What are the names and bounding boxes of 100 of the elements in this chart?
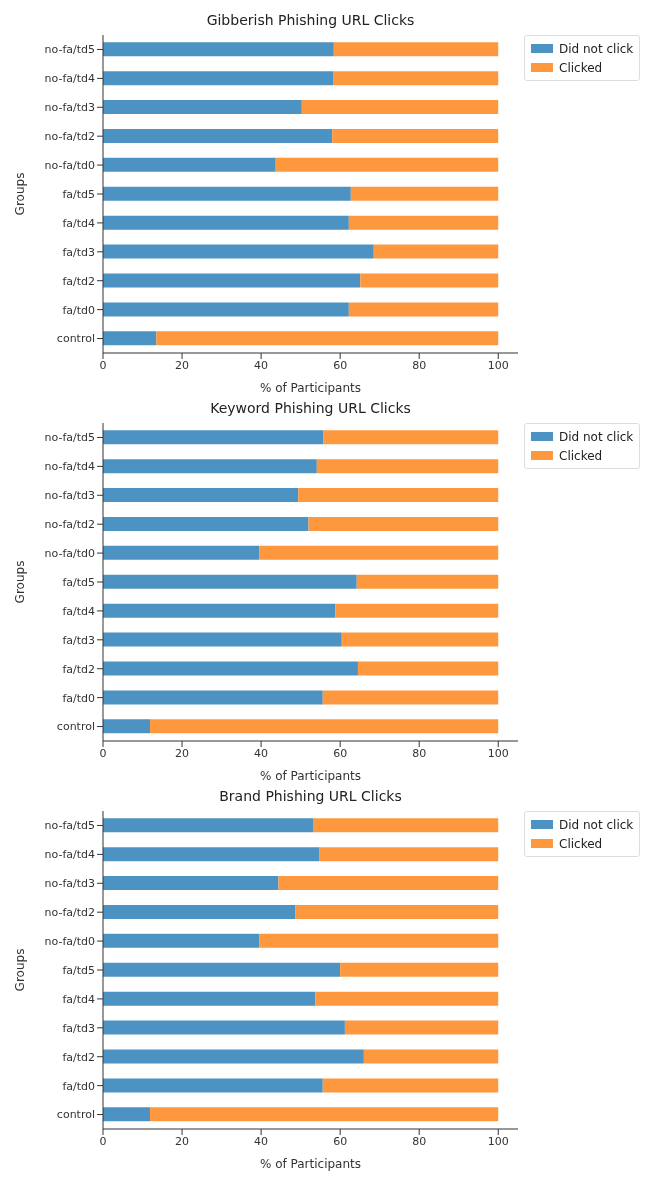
bar — [259, 545, 499, 560]
bar — [335, 603, 499, 618]
bar — [313, 818, 499, 833]
bar — [333, 71, 499, 86]
legend-label: Clicked — [559, 448, 603, 463]
bar — [103, 603, 336, 618]
bar — [103, 847, 320, 862]
x-tick-label: 60 — [333, 746, 348, 760]
bar — [103, 71, 334, 86]
y-tick-label: fa/td5 — [62, 575, 95, 589]
x-tick-label: 0 — [99, 358, 107, 372]
bar — [322, 1078, 499, 1093]
x-tick-label: 80 — [412, 358, 427, 372]
bar — [308, 516, 499, 531]
y-tick-label: control — [56, 332, 95, 346]
bar — [150, 1107, 499, 1122]
y-tick-label: no-fa/td4 — [44, 72, 95, 86]
bar — [103, 244, 374, 259]
y-tick-label: no-fa/td5 — [44, 43, 95, 57]
y-tick-label: no-fa/td3 — [44, 877, 95, 891]
chart-title: Gibberish Phishing URL Clicks — [205, 12, 416, 28]
x-tick-label: 20 — [175, 358, 190, 372]
bar — [103, 904, 296, 919]
x-tick-label: 80 — [412, 1134, 427, 1148]
y-tick-label: no-fa/td3 — [44, 489, 95, 503]
bar — [103, 962, 341, 977]
bar — [103, 574, 357, 589]
y-tick-label: fa/td0 — [62, 691, 95, 705]
y-tick-label: control — [56, 720, 95, 734]
y-tick-label: no-fa/td2 — [44, 906, 95, 920]
y-tick-label: fa/td2 — [62, 662, 95, 676]
bar — [332, 128, 499, 143]
bar — [344, 1020, 499, 1035]
bar — [103, 186, 351, 201]
y-tick-label: fa/td5 — [62, 963, 95, 977]
y-tick-label: control — [56, 1108, 95, 1122]
bar — [322, 690, 499, 705]
bar — [315, 991, 499, 1006]
bar — [103, 128, 333, 143]
bar — [278, 876, 499, 891]
bar — [350, 186, 499, 201]
x-tick-label: 40 — [254, 746, 269, 760]
bar — [373, 244, 499, 259]
bar — [103, 1020, 345, 1035]
y-tick-label: fa/td4 — [62, 992, 95, 1006]
bar — [103, 100, 302, 115]
y-tick-label: no-fa/td4 — [44, 460, 95, 474]
y-tick-label: fa/td2 — [62, 274, 95, 288]
bar — [103, 719, 151, 734]
y-tick-label: no-fa/td0 — [44, 935, 95, 948]
chart-title: Brand Phishing URL Clicks — [218, 788, 403, 804]
y-tick-label: fa/td3 — [62, 1021, 95, 1035]
bar — [316, 459, 499, 474]
bar — [357, 661, 499, 676]
y-tick-label: no-fa/td3 — [44, 101, 95, 115]
bar — [259, 933, 499, 948]
bar — [103, 661, 358, 676]
bar — [103, 157, 276, 172]
bar — [103, 690, 323, 705]
y-tick-label: no-fa/td2 — [44, 130, 95, 144]
bar — [341, 632, 499, 647]
bar — [275, 157, 499, 172]
bar — [301, 100, 499, 115]
x-tick-label: 60 — [333, 358, 348, 372]
bar — [103, 632, 342, 647]
x-tick-label: 40 — [254, 358, 269, 372]
bar — [103, 1049, 364, 1064]
x-tick-label: 100 — [487, 358, 509, 372]
y-tick-label: no-fa/td0 — [44, 159, 95, 172]
bar — [298, 488, 499, 503]
legend-label: Did not click — [559, 41, 634, 56]
y-axis-title: Groups — [13, 948, 28, 992]
bar — [103, 516, 309, 531]
bar — [360, 273, 499, 288]
bar — [103, 273, 361, 288]
x-tick-label: 60 — [333, 1134, 348, 1148]
bar — [103, 1078, 323, 1093]
legend-label: Did not click — [559, 817, 634, 832]
y-tick-label: no-fa/td2 — [44, 518, 95, 532]
y-tick-label: fa/td4 — [62, 604, 95, 618]
y-axis-title: Groups — [13, 172, 28, 216]
x-tick-label: 0 — [99, 746, 107, 760]
y-tick-label: fa/td3 — [62, 245, 95, 259]
y-tick-label: fa/td3 — [62, 633, 95, 647]
legend-label: Clicked — [559, 60, 603, 75]
x-tick-label: 20 — [175, 1134, 190, 1148]
bar — [103, 331, 157, 346]
legend-label: Clicked — [559, 836, 603, 851]
bar — [356, 574, 499, 589]
y-tick-label: no-fa/td4 — [44, 848, 95, 862]
bar — [103, 488, 299, 503]
bar — [150, 719, 499, 734]
x-tick-label: 0 — [99, 1134, 107, 1148]
x-tick-label: 80 — [412, 746, 427, 760]
y-tick-label: no-fa/td0 — [44, 547, 95, 560]
bar — [103, 459, 317, 474]
bar — [340, 962, 499, 977]
x-axis-title: % of Participants — [259, 1157, 362, 1171]
y-tick-label: no-fa/td5 — [44, 819, 95, 833]
bar — [295, 904, 499, 919]
